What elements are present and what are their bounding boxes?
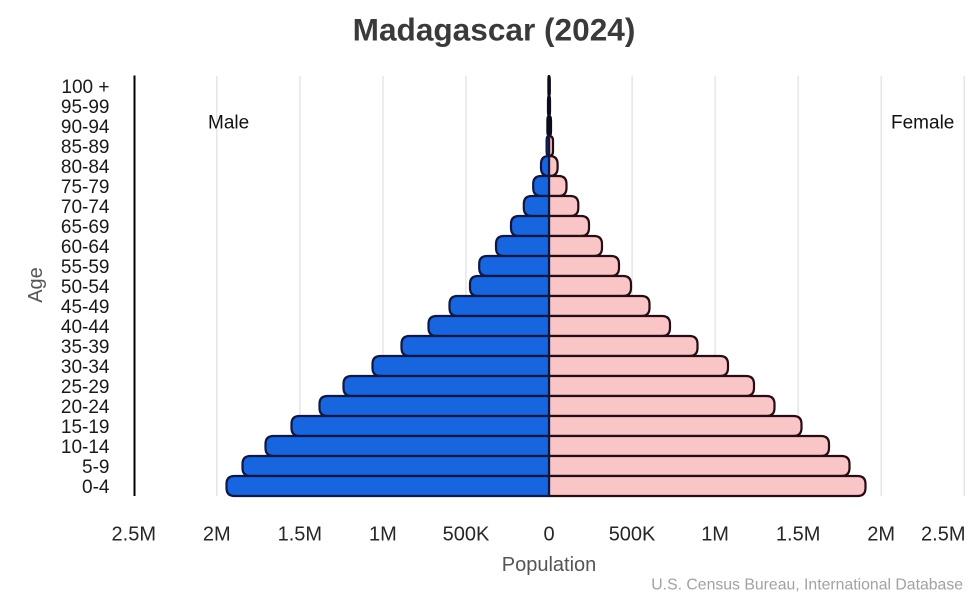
svg-text:U.S. Census Bureau, Internatio: U.S. Census Bureau, International Databa… (651, 576, 963, 593)
svg-text:85-89: 85-89 (61, 137, 110, 158)
svg-text:500K: 500K (609, 524, 656, 546)
svg-text:60-64: 60-64 (61, 237, 110, 258)
svg-text:2.5M: 2.5M (112, 524, 156, 546)
svg-text:5-9: 5-9 (82, 457, 109, 478)
svg-text:25-29: 25-29 (61, 377, 110, 398)
svg-text:2M: 2M (203, 524, 231, 546)
svg-text:0: 0 (543, 524, 554, 546)
svg-text:15-19: 15-19 (61, 417, 110, 438)
svg-text:1.5M: 1.5M (278, 524, 322, 546)
svg-text:Male: Male (208, 113, 249, 134)
svg-text:500K: 500K (443, 524, 490, 546)
svg-text:40-44: 40-44 (61, 317, 110, 338)
svg-text:Population: Population (502, 554, 597, 576)
svg-text:20-24: 20-24 (61, 397, 110, 418)
svg-text:Female: Female (891, 113, 954, 134)
svg-text:35-39: 35-39 (61, 337, 110, 358)
svg-text:1M: 1M (701, 524, 729, 546)
svg-text:65-69: 65-69 (61, 217, 110, 238)
svg-text:30-34: 30-34 (61, 357, 110, 378)
svg-text:2M: 2M (867, 524, 895, 546)
svg-text:1M: 1M (369, 524, 397, 546)
svg-text:45-49: 45-49 (61, 297, 110, 318)
svg-text:Age: Age (25, 267, 47, 303)
svg-text:75-79: 75-79 (61, 177, 110, 198)
svg-text:80-84: 80-84 (61, 157, 110, 178)
svg-text:70-74: 70-74 (61, 197, 110, 218)
svg-text:95-99: 95-99 (61, 97, 110, 118)
svg-text:55-59: 55-59 (61, 257, 110, 278)
svg-text:90-94: 90-94 (61, 117, 110, 138)
svg-text:10-14: 10-14 (61, 437, 110, 458)
svg-text:1.5M: 1.5M (776, 524, 820, 546)
svg-text:0-4: 0-4 (82, 477, 110, 498)
svg-text:2.5M: 2.5M (921, 524, 965, 546)
svg-text:Madagascar (2024): Madagascar (2024) (353, 12, 636, 48)
svg-text:100 +: 100 + (61, 77, 109, 98)
svg-text:50-54: 50-54 (61, 277, 110, 298)
